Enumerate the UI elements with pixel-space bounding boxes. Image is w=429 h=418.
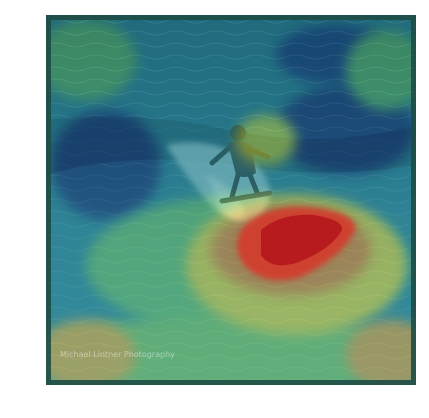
heatmap-figure: Michael Lintner Photography [46, 15, 416, 385]
photo-watermark: Michael Lintner Photography [60, 350, 175, 359]
heatmap-svg: Michael Lintner Photography [46, 15, 416, 385]
heat-peak-region [237, 206, 356, 281]
image-border [46, 15, 416, 385]
saliency-overlay [46, 15, 416, 385]
